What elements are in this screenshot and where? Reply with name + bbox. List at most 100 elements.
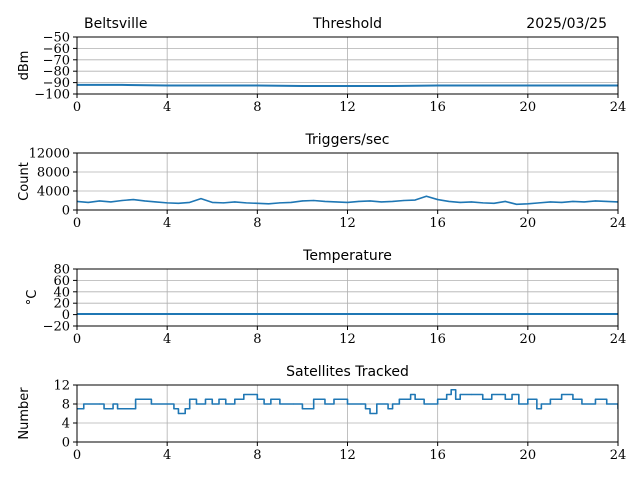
x-tick-label: 12 bbox=[339, 332, 356, 347]
y-tick-label: 80 bbox=[53, 263, 70, 278]
data-point bbox=[234, 398, 236, 400]
data-point bbox=[376, 403, 378, 405]
x-tick-label: 0 bbox=[73, 448, 81, 463]
data-point bbox=[380, 201, 382, 203]
data-point bbox=[333, 398, 335, 400]
data-point bbox=[504, 200, 506, 203]
data-point bbox=[581, 403, 583, 405]
data-point bbox=[132, 198, 134, 201]
x-tick-label: 0 bbox=[73, 216, 81, 231]
data-point bbox=[470, 201, 473, 203]
y-tick-label: 40 bbox=[53, 285, 70, 300]
data-point bbox=[583, 201, 585, 203]
data-point bbox=[572, 84, 574, 87]
x-tick-label: 8 bbox=[253, 332, 261, 347]
series-line-1 bbox=[77, 388, 618, 415]
chart-title: Satellites Tracked bbox=[286, 364, 409, 380]
data-point bbox=[256, 398, 258, 400]
data-point bbox=[455, 398, 457, 400]
data-point bbox=[173, 408, 175, 410]
data-point bbox=[437, 398, 439, 400]
data-point bbox=[403, 199, 405, 202]
data-point bbox=[369, 412, 371, 415]
x-tick-label: 20 bbox=[520, 332, 537, 347]
data-point bbox=[482, 398, 484, 400]
x-tick-label: 24 bbox=[610, 216, 627, 231]
data-point bbox=[270, 398, 272, 400]
data-point bbox=[527, 313, 529, 315]
data-point bbox=[606, 403, 608, 405]
data-point bbox=[437, 198, 439, 201]
data-point bbox=[195, 403, 198, 405]
data-point bbox=[423, 403, 425, 405]
data-point bbox=[184, 408, 186, 410]
y-tick-label: 8 bbox=[62, 398, 70, 413]
data-point bbox=[301, 408, 304, 410]
data-point bbox=[222, 202, 225, 204]
data-point bbox=[561, 393, 563, 396]
y-tick-label: 4000 bbox=[37, 185, 70, 200]
y-axis-label: °C bbox=[25, 290, 40, 306]
data-point bbox=[572, 398, 574, 400]
data-point bbox=[204, 398, 207, 400]
data-point bbox=[437, 84, 439, 87]
data-point bbox=[268, 203, 270, 205]
y-tick-label: −70 bbox=[43, 53, 70, 68]
data-point bbox=[166, 84, 168, 87]
x-tick-label: 12 bbox=[339, 216, 356, 231]
data-point bbox=[360, 403, 362, 405]
data-point bbox=[83, 403, 85, 405]
data-point bbox=[177, 202, 180, 204]
data-point bbox=[527, 203, 529, 205]
y-tick-label: 4 bbox=[62, 417, 70, 432]
plots-layer: 0 4 8 12 16 20 24 −50−60−70−80−90−100 Threshold d… bbox=[17, 16, 626, 463]
data-point bbox=[398, 398, 400, 400]
data-point bbox=[211, 84, 213, 87]
data-point bbox=[144, 398, 146, 400]
x-tick-label: 20 bbox=[520, 216, 537, 231]
data-point bbox=[301, 85, 304, 87]
chart-panel-1: 0 4 8 12 16 20 24 −50−60−70−80−90−100 Threshold d… bbox=[17, 16, 626, 115]
data-point bbox=[150, 403, 152, 405]
x-tick-label: 0 bbox=[73, 100, 81, 115]
y-tick-label: 12 bbox=[53, 379, 70, 394]
x-tick-label: 24 bbox=[610, 100, 627, 115]
x-tick-label: 4 bbox=[163, 216, 171, 231]
data-point bbox=[335, 201, 337, 203]
x-tick-label: 12 bbox=[339, 100, 356, 115]
data-point bbox=[527, 84, 529, 87]
data-point bbox=[470, 393, 473, 396]
y-tick-label: −60 bbox=[43, 42, 70, 57]
data-point bbox=[391, 403, 394, 405]
y-tick-label: 20 bbox=[53, 297, 70, 312]
data-point bbox=[369, 200, 371, 202]
y-tick-label: 12000 bbox=[29, 147, 70, 162]
data-point bbox=[606, 200, 608, 203]
x-tick-label: 16 bbox=[429, 332, 446, 347]
data-point bbox=[121, 84, 123, 86]
x-tick-label: 16 bbox=[429, 100, 446, 115]
data-point bbox=[211, 201, 213, 203]
data-point bbox=[279, 403, 281, 405]
data-point bbox=[116, 408, 119, 410]
data-point bbox=[155, 201, 157, 203]
x-tick-label: 20 bbox=[520, 448, 537, 463]
data-point bbox=[132, 408, 134, 410]
data-point bbox=[493, 202, 495, 204]
data-point bbox=[364, 408, 367, 410]
data-point bbox=[98, 403, 101, 405]
data-point bbox=[391, 85, 394, 87]
x-tick-label: 8 bbox=[253, 100, 261, 115]
data-point bbox=[387, 408, 389, 410]
data-point bbox=[245, 202, 247, 204]
y-tick-label: −50 bbox=[43, 31, 70, 46]
data-point bbox=[549, 201, 551, 203]
x-tick-label: 16 bbox=[429, 216, 446, 231]
date-label: 2025/03/25 bbox=[526, 16, 607, 32]
data-point bbox=[511, 393, 513, 396]
data-point bbox=[218, 398, 220, 400]
data-point bbox=[313, 398, 315, 400]
x-tick-label: 4 bbox=[163, 448, 171, 463]
